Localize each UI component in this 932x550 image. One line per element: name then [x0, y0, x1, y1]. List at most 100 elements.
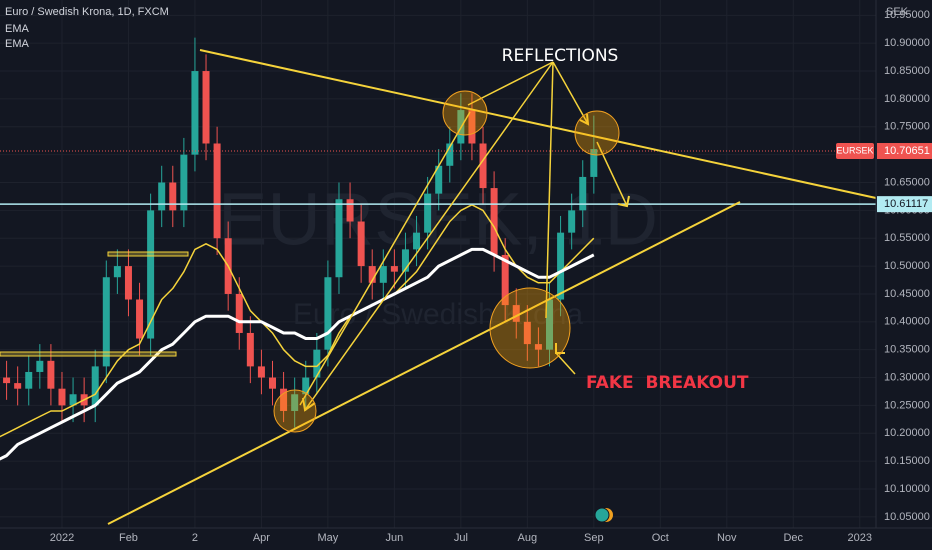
- plot: [0, 37, 876, 461]
- x-tick-label: 2022: [50, 532, 74, 544]
- y-tick-label: 10.65000: [884, 176, 930, 188]
- x-tick-label: May: [318, 532, 339, 544]
- candle-body: [91, 366, 99, 406]
- annotation: REFLECTIONS: [502, 46, 619, 66]
- x-tick-label: 2: [192, 532, 198, 544]
- candle-body: [401, 249, 409, 272]
- candle-body: [324, 277, 332, 350]
- candle-body: [47, 360, 55, 389]
- candle-body: [346, 199, 354, 222]
- y-tick-label: 10.85000: [884, 65, 930, 77]
- candle-body: [58, 388, 66, 406]
- y-tick-label: 10.90000: [884, 37, 930, 49]
- y-tick-label: 10.25000: [884, 399, 930, 411]
- arrow: [304, 61, 554, 411]
- x-tick-label: Jul: [454, 532, 468, 544]
- highlight-circle: [489, 287, 571, 369]
- candle-body: [136, 299, 144, 339]
- candle-body: [501, 254, 509, 306]
- x-tick-label: Sep: [584, 532, 604, 544]
- indicator-label: EMA: [5, 23, 30, 35]
- y-tick-label: 10.30000: [884, 371, 930, 383]
- x-tick-label: 2023: [847, 532, 871, 544]
- trendline: [299, 111, 471, 406]
- candle-body: [435, 165, 443, 194]
- ema-line: [0, 247, 595, 461]
- arrow-head: [579, 113, 590, 126]
- y-tick-label: 10.05000: [884, 511, 930, 523]
- y-tick-label: 10.50000: [884, 260, 930, 272]
- candle-body: [280, 388, 288, 411]
- watermark-name: Euro / Swedish Krona: [293, 298, 583, 331]
- y-tick-label: 10.35000: [884, 344, 930, 356]
- x-tick-label: Apr: [253, 532, 270, 544]
- arrow: [596, 141, 628, 207]
- highlight-circle: [574, 110, 620, 156]
- y-tick-label: 10.10000: [884, 483, 930, 495]
- candle-body: [113, 266, 121, 278]
- arrow: [552, 61, 589, 125]
- y-tick-label: 10.75000: [884, 121, 930, 133]
- candle-body: [313, 349, 321, 378]
- candle-body: [568, 210, 576, 233]
- y-tick-label: 10.45000: [884, 288, 930, 300]
- y-tick-label: 10.95000: [884, 9, 930, 21]
- arrow: [545, 61, 554, 319]
- candle-body: [446, 143, 454, 166]
- price-label: 10.70651: [884, 145, 930, 157]
- candle-body: [36, 360, 44, 372]
- candle-body: [523, 321, 531, 345]
- highlight-circle: [273, 389, 317, 433]
- arrow-head: [302, 397, 316, 412]
- candle-body: [269, 377, 276, 389]
- candle-body: [169, 182, 177, 211]
- zone: [107, 251, 189, 257]
- candle-body: [14, 383, 22, 389]
- candle-body: [213, 143, 221, 239]
- candle-body: [479, 143, 487, 189]
- y-tick-label: 10.40000: [884, 316, 930, 328]
- candle-body: [490, 188, 498, 255]
- candle-body: [202, 71, 210, 144]
- arrow: [467, 61, 554, 106]
- candle-body: [235, 293, 243, 333]
- x-tick-label: Dec: [783, 532, 803, 544]
- candle-body: [69, 394, 77, 406]
- candle-body: [257, 366, 265, 378]
- x-tick-label: Oct: [652, 532, 669, 544]
- circles: [273, 90, 620, 433]
- bottom-icons: [594, 507, 613, 523]
- x-tick-label: Nov: [717, 532, 737, 544]
- price-axis: [876, 0, 932, 550]
- ema-line: [0, 204, 595, 438]
- candle-body: [546, 299, 553, 350]
- level-label: 10.61117: [884, 198, 928, 210]
- candle-body: [379, 266, 387, 283]
- candle-body: [302, 377, 310, 395]
- candle-body: [25, 371, 33, 389]
- candle-body: [424, 193, 432, 233]
- candle-body: [246, 332, 254, 367]
- price-box: [877, 143, 932, 160]
- symbol-label: EURSEK: [836, 145, 873, 155]
- axis-labels: 10.05000 10.10000 10.15000 10.20000 10.25000…: [50, 9, 932, 544]
- candle-body: [180, 154, 188, 211]
- candle-body: [557, 232, 565, 300]
- drawings: [0, 49, 877, 525]
- x-tick-label: Feb: [119, 532, 138, 544]
- annotation: FAKE BREAKOUT: [586, 373, 749, 393]
- candle-body: [534, 344, 542, 350]
- arrow-head: [617, 195, 630, 208]
- y-axis-label: SEK: [886, 6, 909, 18]
- level-box: [877, 196, 932, 213]
- trendline: [199, 49, 877, 199]
- candle-body: [468, 110, 476, 144]
- candle-body: [158, 182, 166, 211]
- arrow: [555, 352, 576, 375]
- candle-body: [191, 71, 199, 155]
- candle-body: [390, 266, 398, 272]
- y-tick-label: 10.55000: [884, 232, 930, 244]
- candle-body: [102, 277, 110, 367]
